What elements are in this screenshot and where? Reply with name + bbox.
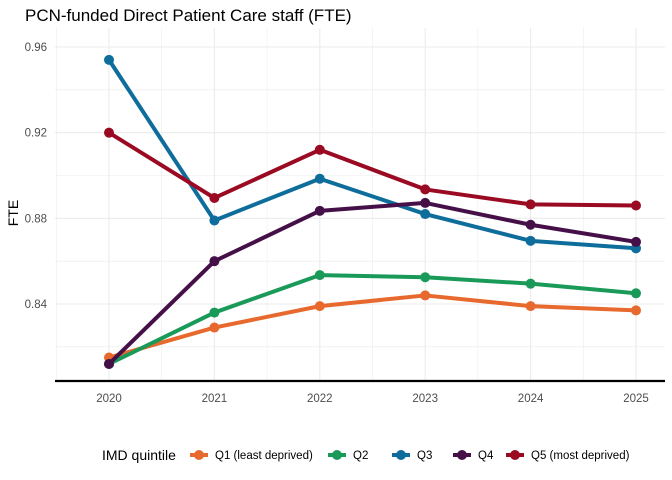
x-tick-label: 2025 <box>623 393 649 405</box>
data-point <box>631 288 641 299</box>
data-point <box>209 215 220 226</box>
data-point <box>525 199 536 210</box>
x-tick-label: 2020 <box>96 393 122 405</box>
data-point <box>314 205 325 216</box>
legend-item: Q3 <box>392 450 432 462</box>
y-axis-title: FTE <box>5 200 21 226</box>
y-tick-label: 0.96 <box>25 42 47 54</box>
data-point <box>420 184 431 195</box>
series-3 <box>104 54 641 254</box>
data-point <box>209 256 220 267</box>
data-point <box>420 209 431 220</box>
x-tick-label: 2022 <box>307 393 333 405</box>
data-point <box>525 235 536 246</box>
y-tick-label: 0.88 <box>25 213 47 225</box>
series-1 <box>104 290 641 363</box>
legend-label: Q2 <box>353 450 368 462</box>
data-point <box>525 219 536 230</box>
data-point <box>314 301 325 312</box>
data-point <box>209 192 220 203</box>
x-tick-labels: 2020 2021 2022 2023 2024 2025 <box>96 393 649 405</box>
legend: IMD quintile Q1 (least deprived) Q2 Q3 Q4 Q5… <box>102 447 630 463</box>
data-point <box>314 270 325 281</box>
data-point <box>631 200 641 211</box>
data-point <box>631 236 641 247</box>
y-tick-labels: 0.84 0.88 0.92 0.96 <box>25 42 48 311</box>
data-point <box>420 290 431 301</box>
legend-label: Q5 (most deprived) <box>531 450 630 462</box>
legend-label: Q1 (least deprived) <box>215 450 313 462</box>
y-tick-label: 0.84 <box>25 299 48 311</box>
legend-item: Q4 <box>453 450 494 462</box>
data-point <box>420 272 431 283</box>
legend-label: Q4 <box>478 450 494 462</box>
series-line <box>107 130 638 208</box>
data-point <box>631 305 641 316</box>
series-line <box>107 273 638 366</box>
series-line <box>107 293 638 360</box>
data-point <box>104 127 114 138</box>
data-point <box>525 278 536 289</box>
legend-item: Q1 (least deprived) <box>190 450 313 462</box>
data-point <box>104 54 114 65</box>
legend-item: Q5 (most deprived) <box>506 450 630 462</box>
x-tick-label: 2023 <box>412 393 438 405</box>
data-point <box>209 307 220 318</box>
series-line <box>107 57 638 251</box>
series-4 <box>104 197 641 369</box>
series-lines <box>104 54 641 369</box>
chart-title: PCN-funded Direct Patient Care staff (FT… <box>25 6 352 25</box>
data-point <box>209 322 220 333</box>
legend-label: Q3 <box>417 450 432 462</box>
y-tick-label: 0.92 <box>25 128 47 140</box>
legend-key-point <box>332 450 342 460</box>
legend-key-point <box>457 450 467 460</box>
series-5 <box>104 127 641 211</box>
series-line <box>107 200 638 366</box>
legend-item: Q2 <box>328 450 368 462</box>
data-point <box>420 197 431 208</box>
legend-key-point <box>510 450 520 460</box>
legend-title: IMD quintile <box>102 447 176 463</box>
data-point <box>314 144 325 155</box>
x-tick-label: 2024 <box>518 393 544 405</box>
legend-key-point <box>396 450 406 460</box>
legend-key-point <box>194 450 204 460</box>
x-tick-label: 2021 <box>202 393 228 405</box>
data-point <box>525 301 536 312</box>
data-point <box>314 173 325 184</box>
data-point <box>104 358 114 369</box>
